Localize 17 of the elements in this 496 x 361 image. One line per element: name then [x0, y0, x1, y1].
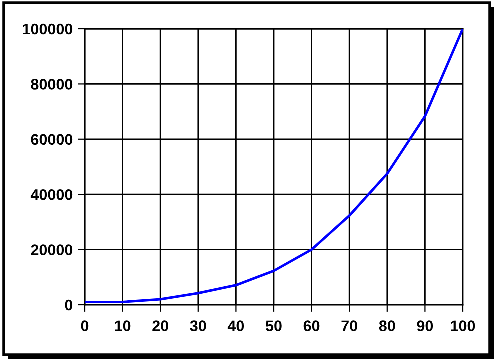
y-tick-label: 40000 [30, 189, 73, 200]
x-tick-label: 70 [342, 320, 358, 332]
x-tick-label: 30 [190, 320, 206, 332]
x-tick-label: 10 [115, 320, 131, 332]
x-tick-label: 0 [81, 320, 89, 332]
y-tick-label: 100000 [23, 24, 73, 35]
y-tick-label: 60000 [31, 134, 73, 146]
x-tick-label: 40 [228, 320, 244, 332]
x-tick-label: 80 [379, 320, 396, 332]
x-tick-label: 20 [152, 320, 168, 332]
x-tick-label: 50 [266, 320, 282, 332]
x-tick-label: 90 [417, 320, 434, 332]
y-tick-label: 80000 [31, 79, 73, 90]
x-tick-label: 60 [304, 320, 320, 332]
y-tick-label: 20000 [31, 244, 73, 256]
x-tick-label: 100 [451, 320, 476, 332]
y-tick-label: 0 [65, 300, 73, 311]
